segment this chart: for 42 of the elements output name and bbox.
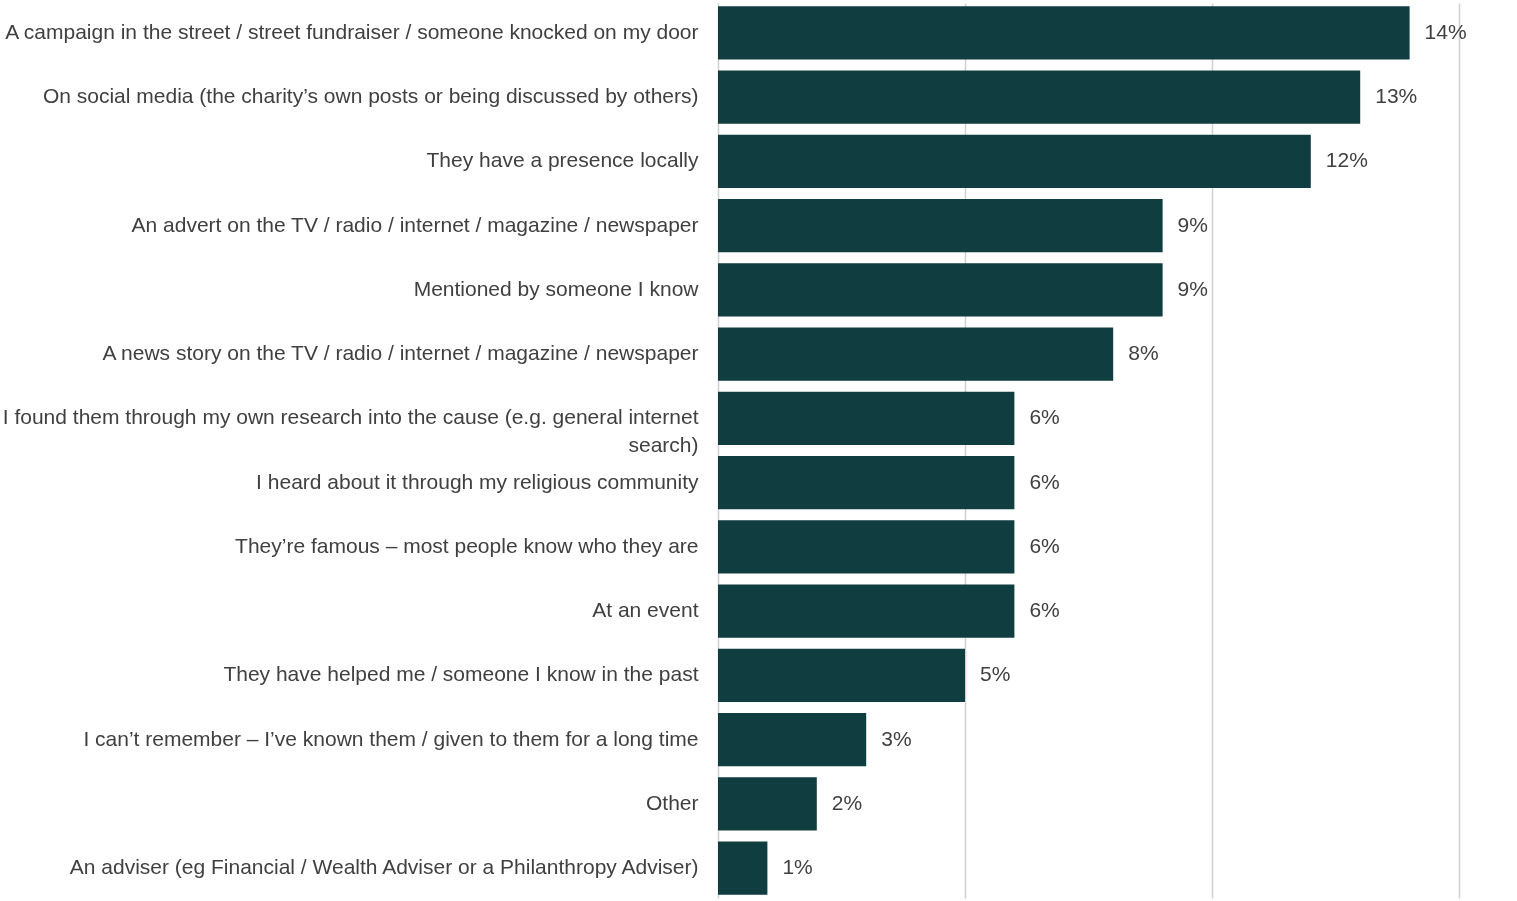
data-label: 3% — [881, 726, 912, 750]
data-label: 6% — [1029, 469, 1060, 493]
data-label: 9% — [1177, 276, 1208, 300]
data-label: 6% — [1029, 533, 1060, 557]
bar — [718, 584, 1015, 638]
data-label: 1% — [782, 855, 813, 879]
bar — [718, 777, 817, 831]
y-tick-label: A news story on the TV / radio / internet / magazine / newspaper — [102, 341, 699, 365]
bar — [718, 327, 1114, 381]
bar — [718, 263, 1163, 317]
y-tick-label: On social media (the charity’s own posts or being discussed by others) — [42, 84, 699, 108]
y-tick-label: An adviser (eg Financial / Wealth Adviser or a Philanthropy Adviser) — [69, 855, 699, 879]
bar — [718, 198, 1163, 253]
data-label: 6% — [1029, 405, 1060, 429]
bar — [718, 70, 1361, 124]
bar — [718, 6, 1410, 60]
bar — [718, 712, 867, 767]
data-label: 14% — [1424, 19, 1467, 43]
y-tick-label: At an event — [592, 598, 699, 622]
y-tick-label: Mentioned by someone I know — [413, 276, 700, 300]
data-label: 13% — [1375, 84, 1418, 108]
data-label: 9% — [1177, 212, 1208, 236]
data-label: 8% — [1128, 341, 1159, 365]
bar — [718, 648, 965, 703]
bar — [718, 520, 1015, 574]
bar — [718, 841, 768, 895]
y-tick-label: They’re famous – most people know who they are — [235, 533, 699, 557]
y-tick-label: A campaign in the street / street fundraiser / someone knocked on my door — [5, 19, 699, 43]
y-tick-label: Other — [645, 790, 699, 814]
y-tick-label: I heard about it through my religious community — [256, 469, 699, 493]
data-label: 5% — [980, 662, 1011, 686]
data-label: 2% — [831, 790, 863, 814]
y-tick-label: They have a presence locally — [426, 148, 699, 172]
bar — [718, 391, 1015, 446]
y-tick-label: An advert on the TV / radio / internet / magazine / newspaper — [131, 212, 699, 236]
bar — [718, 134, 1311, 189]
y-tick-label: I can’t remember – I’ve known them / given to them for a long time — [83, 726, 699, 750]
data-label: 12% — [1325, 148, 1368, 172]
y-tick-label: I found them through my own research into the cause (e.g. general internet search) — [2, 405, 699, 457]
bar — [718, 455, 1015, 510]
data-label: 6% — [1029, 598, 1060, 622]
y-tick-label: They have helped me / someone I know in the past — [223, 662, 699, 686]
